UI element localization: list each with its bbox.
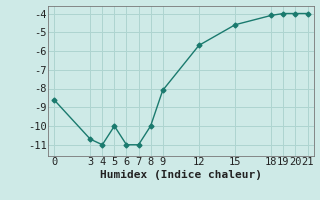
X-axis label: Humidex (Indice chaleur): Humidex (Indice chaleur) — [100, 170, 262, 180]
